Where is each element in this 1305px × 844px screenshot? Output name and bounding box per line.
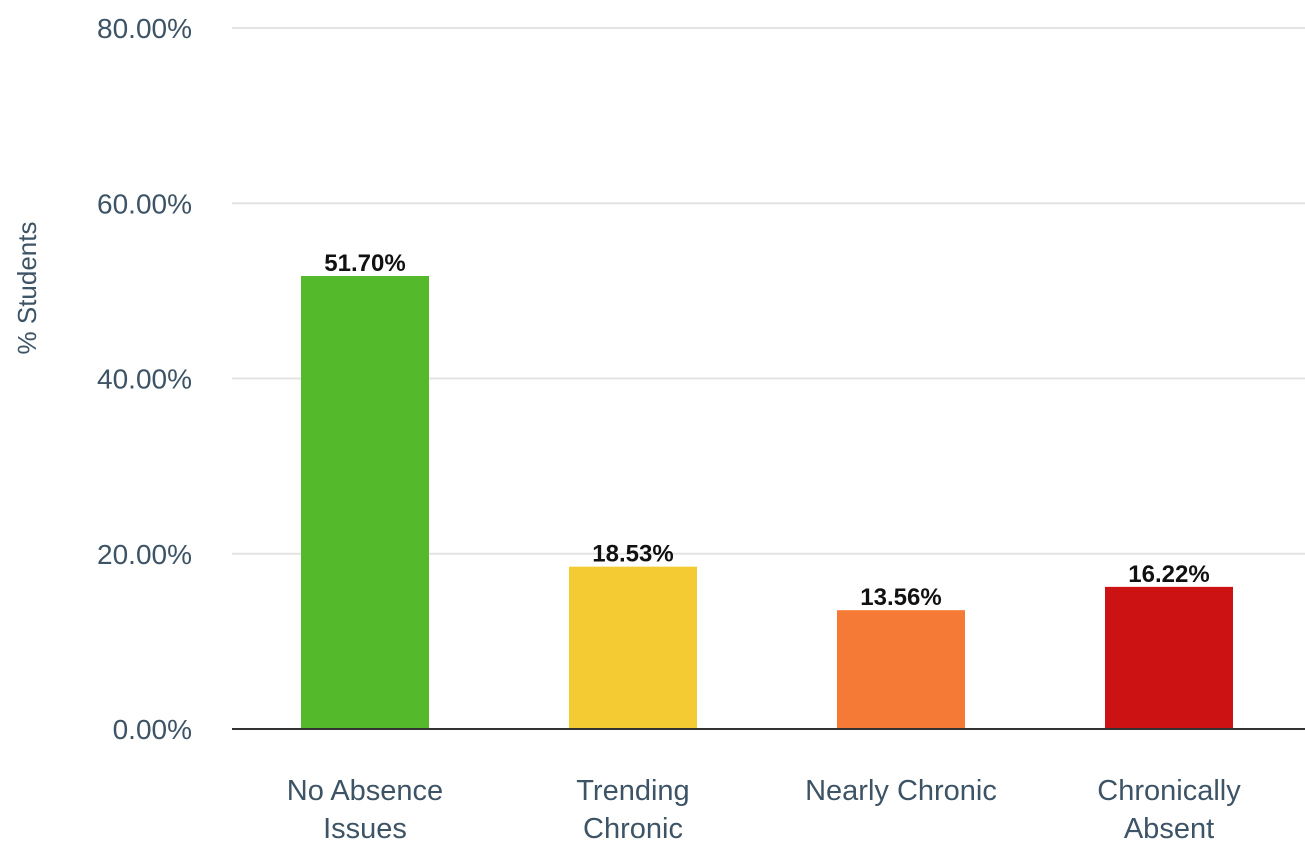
x-tick-label: Issues (323, 813, 407, 844)
bar-no-absence-issues (301, 275, 429, 729)
data-labels: 51.70% 18.53% 13.56% 16.22% (324, 250, 1209, 611)
x-tick-label: Chronic (583, 813, 683, 844)
data-label: 18.53% (592, 541, 673, 568)
category-labels: No Absence Issues Trending Chronic Nearly Ch… (287, 775, 1241, 844)
data-label: 51.70% (324, 250, 405, 277)
x-tick-label: Chronically (1097, 775, 1241, 807)
y-axis-title: % Students (12, 222, 42, 355)
y-tick-label: 60.00% (97, 188, 192, 219)
data-label: 13.56% (860, 584, 941, 611)
bars (301, 275, 1233, 729)
y-tick-label: 40.00% (97, 364, 192, 395)
y-tick-label: 20.00% (97, 539, 192, 570)
bar-chronically-absent (1105, 586, 1233, 729)
bar-nearly-chronic (837, 610, 965, 729)
y-tick-label: 80.00% (97, 13, 192, 44)
x-tick-label: Absent (1124, 813, 1214, 844)
x-tick-label: Trending (576, 775, 689, 807)
y-axis-ticks: 0.00% 20.00% 40.00% 60.00% 80.00% (97, 13, 192, 745)
bar-trending-chronic (569, 566, 697, 729)
x-tick-label: No Absence (287, 775, 443, 807)
y-tick-label: 0.00% (113, 714, 192, 745)
data-label: 16.22% (1128, 561, 1209, 588)
x-tick-label: Nearly Chronic (805, 775, 997, 807)
